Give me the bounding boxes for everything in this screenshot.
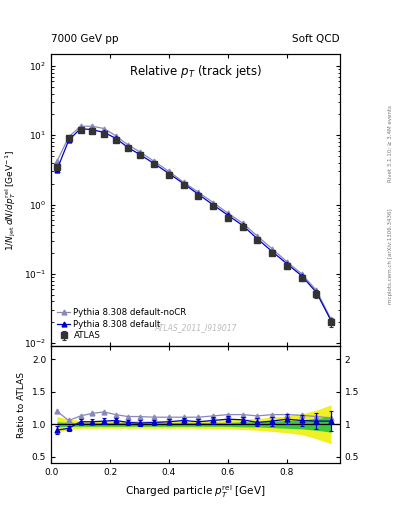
Pythia 8.308 default-noCR (226, 210, 230, 216)
Y-axis label: $1/N_{\rm jet}\;dN/dp_T^{\rm rel}\;[{\rm GeV}^{-1}]$: $1/N_{\rm jet}\;dN/dp_T^{\rm rel}\;[{\rm… (4, 150, 18, 250)
Pythia 8.308 default-noCR (314, 287, 319, 293)
Pythia 8.308 default-noCR (90, 123, 95, 130)
Pythia 8.308 default-noCR (299, 271, 304, 277)
Pythia 8.308 default (152, 161, 156, 167)
Legend: Pythia 8.308 default-noCR, Pythia 8.308 default, ATLAS: Pythia 8.308 default-noCR, Pythia 8.308 … (55, 306, 189, 342)
X-axis label: Charged particle $p_T^{\rm rel}$ [GeV]: Charged particle $p_T^{\rm rel}$ [GeV] (125, 483, 266, 500)
Pythia 8.308 default-noCR (137, 148, 142, 155)
Pythia 8.308 default-noCR (255, 233, 260, 239)
Text: ATLAS_2011_I919017: ATLAS_2011_I919017 (154, 323, 237, 332)
Pythia 8.308 default-noCR (270, 246, 275, 252)
Pythia 8.308 default (299, 273, 304, 279)
Pythia 8.308 default (137, 152, 142, 158)
Pythia 8.308 default-noCR (55, 158, 59, 164)
Pythia 8.308 default (196, 191, 201, 198)
Pythia 8.308 default (114, 135, 118, 141)
Text: Rivet 3.1.10; ≥ 3.4M events: Rivet 3.1.10; ≥ 3.4M events (388, 105, 393, 182)
Pythia 8.308 default (66, 137, 71, 143)
Pythia 8.308 default (226, 212, 230, 219)
Pythia 8.308 default-noCR (167, 168, 171, 175)
Pythia 8.308 default-noCR (182, 179, 186, 185)
Pythia 8.308 default (329, 318, 333, 324)
Pythia 8.308 default-noCR (285, 259, 289, 265)
Pythia 8.308 default (211, 202, 216, 208)
Pythia 8.308 default (102, 130, 107, 136)
Text: Relative $p_T$ (track jets): Relative $p_T$ (track jets) (129, 62, 262, 79)
Pythia 8.308 default (167, 170, 171, 177)
Pythia 8.308 default (270, 248, 275, 254)
Pythia 8.308 default (78, 125, 83, 132)
Pythia 8.308 default-noCR (152, 158, 156, 164)
Pythia 8.308 default (314, 289, 319, 295)
Pythia 8.308 default-noCR (196, 189, 201, 196)
Text: mcplots.cern.ch [arXiv:1306.3436]: mcplots.cern.ch [arXiv:1306.3436] (388, 208, 393, 304)
Pythia 8.308 default-noCR (66, 134, 71, 140)
Pythia 8.308 default (241, 222, 245, 228)
Pythia 8.308 default (182, 181, 186, 187)
Pythia 8.308 default-noCR (125, 142, 130, 148)
Pythia 8.308 default (125, 144, 130, 151)
Pythia 8.308 default-noCR (329, 316, 333, 323)
Pythia 8.308 default-noCR (78, 123, 83, 130)
Text: Soft QCD: Soft QCD (292, 33, 340, 44)
Text: 7000 GeV pp: 7000 GeV pp (51, 33, 119, 44)
Pythia 8.308 default (285, 261, 289, 267)
Pythia 8.308 default-noCR (114, 133, 118, 139)
Pythia 8.308 default-noCR (241, 220, 245, 226)
Pythia 8.308 default (55, 166, 59, 173)
Line: Pythia 8.308 default-noCR: Pythia 8.308 default-noCR (55, 124, 334, 322)
Pythia 8.308 default (255, 236, 260, 242)
Pythia 8.308 default (90, 126, 95, 133)
Pythia 8.308 default-noCR (211, 200, 216, 206)
Pythia 8.308 default-noCR (102, 125, 107, 132)
Line: Pythia 8.308 default: Pythia 8.308 default (55, 126, 334, 323)
Y-axis label: Ratio to ATLAS: Ratio to ATLAS (17, 372, 26, 438)
